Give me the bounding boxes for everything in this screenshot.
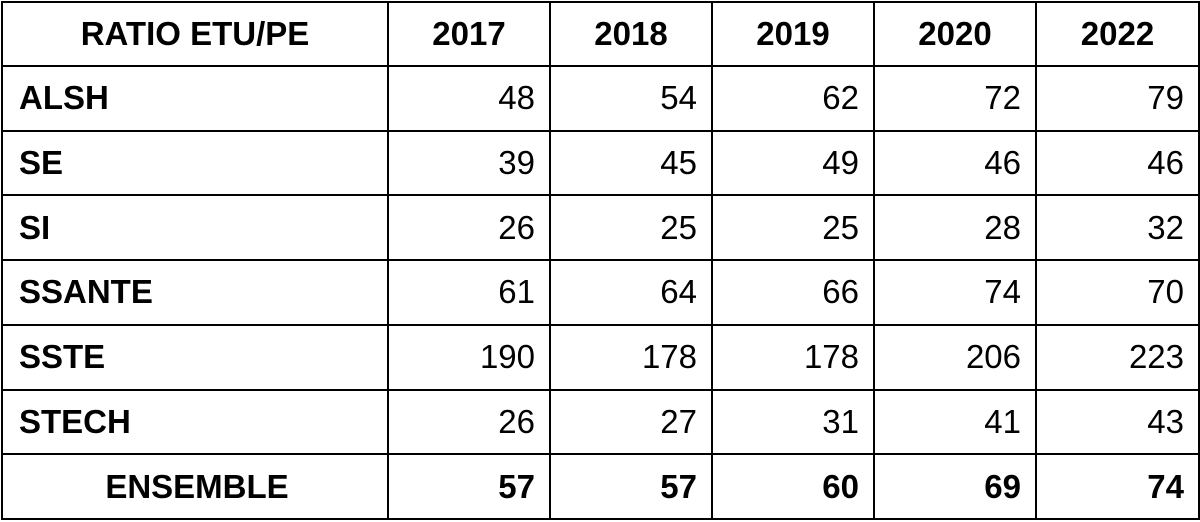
value-cell: 32	[1035, 194, 1200, 262]
value-cell: 49	[711, 129, 875, 197]
row-label: ALSH	[1, 65, 389, 132]
table-header: RATIO ETU/PE 2017 2018 2019 2020 2022	[1, 1, 1200, 67]
total-value-cell: 57	[549, 453, 713, 520]
value-cell: 26	[387, 194, 551, 262]
table-row: STECH 26 27 31 41 43	[1, 388, 1200, 456]
header-year-cell: 2018	[549, 1, 713, 67]
value-cell: 26	[387, 388, 551, 456]
value-cell: 39	[387, 129, 551, 197]
table-row: SE 39 45 49 46 46	[1, 129, 1200, 197]
value-cell: 79	[1035, 65, 1200, 132]
value-cell: 45	[549, 129, 713, 197]
row-label: STECH	[1, 388, 389, 456]
value-cell: 46	[1035, 129, 1200, 197]
value-cell: 46	[873, 129, 1037, 197]
value-cell: 206	[873, 323, 1037, 391]
value-cell: 62	[711, 65, 875, 132]
total-value-cell: 57	[387, 453, 551, 520]
header-label-cell: RATIO ETU/PE	[1, 1, 389, 67]
row-label: SSTE	[1, 323, 389, 391]
total-value-cell: 74	[1035, 453, 1200, 520]
value-cell: 178	[711, 323, 875, 391]
value-cell: 28	[873, 194, 1037, 262]
header-year-cell: 2017	[387, 1, 551, 67]
total-value-cell: 69	[873, 453, 1037, 520]
table-body: ALSH 48 54 62 72 79 SE 39 45 49 46 46 SI…	[1, 65, 1200, 520]
value-cell: 74	[873, 259, 1037, 326]
value-cell: 27	[549, 388, 713, 456]
table-row: SI 26 25 25 28 32	[1, 194, 1200, 262]
value-cell: 70	[1035, 259, 1200, 326]
total-label: ENSEMBLE	[1, 453, 389, 520]
header-row: RATIO ETU/PE 2017 2018 2019 2020 2022	[1, 1, 1200, 67]
row-label: SI	[1, 194, 389, 262]
value-cell: 25	[711, 194, 875, 262]
value-cell: 64	[549, 259, 713, 326]
table-row: ALSH 48 54 62 72 79	[1, 65, 1200, 132]
header-year-cell: 2020	[873, 1, 1037, 67]
row-label: SE	[1, 129, 389, 197]
table-row: SSANTE 61 64 66 74 70	[1, 259, 1200, 326]
value-cell: 54	[549, 65, 713, 132]
value-cell: 61	[387, 259, 551, 326]
value-cell: 31	[711, 388, 875, 456]
value-cell: 43	[1035, 388, 1200, 456]
value-cell: 178	[549, 323, 713, 391]
value-cell: 25	[549, 194, 713, 262]
value-cell: 66	[711, 259, 875, 326]
value-cell: 48	[387, 65, 551, 132]
row-label: SSANTE	[1, 259, 389, 326]
value-cell: 72	[873, 65, 1037, 132]
value-cell: 223	[1035, 323, 1200, 391]
header-year-cell: 2022	[1035, 1, 1200, 67]
total-value-cell: 60	[711, 453, 875, 520]
value-cell: 190	[387, 323, 551, 391]
total-row: ENSEMBLE 57 57 60 69 74	[1, 453, 1200, 520]
table-row: SSTE 190 178 178 206 223	[1, 323, 1200, 391]
header-year-cell: 2019	[711, 1, 875, 67]
value-cell: 41	[873, 388, 1037, 456]
